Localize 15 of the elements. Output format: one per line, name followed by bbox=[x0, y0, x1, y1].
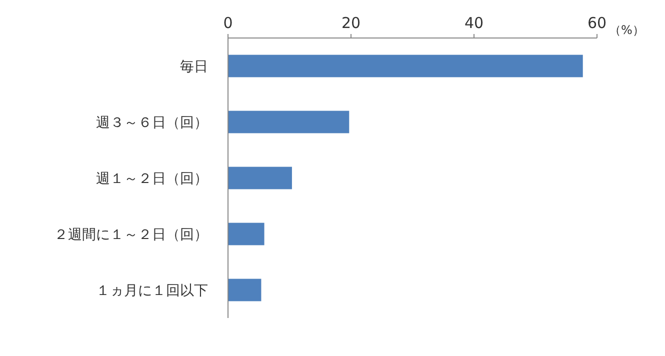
y-tick-label: ２週間に１～２日（回） bbox=[54, 226, 208, 243]
x-tick-label: 0 bbox=[223, 14, 233, 32]
x-tick-label: 40 bbox=[464, 14, 484, 32]
bar bbox=[228, 222, 264, 246]
bar bbox=[228, 278, 262, 302]
bar bbox=[228, 166, 292, 190]
bar bbox=[228, 110, 350, 134]
y-tick-label: 毎日 bbox=[180, 58, 208, 75]
y-tick-label: 週３～６日（回） bbox=[96, 114, 208, 131]
x-axis-title: （%） bbox=[609, 23, 644, 37]
x-tick-label: 60 bbox=[587, 14, 607, 32]
y-tick-label: １ヵ月に１回以下 bbox=[96, 282, 208, 299]
x-tick-label: 20 bbox=[341, 14, 361, 32]
bar bbox=[228, 54, 583, 78]
y-tick-label: 週１～２日（回） bbox=[96, 170, 208, 187]
